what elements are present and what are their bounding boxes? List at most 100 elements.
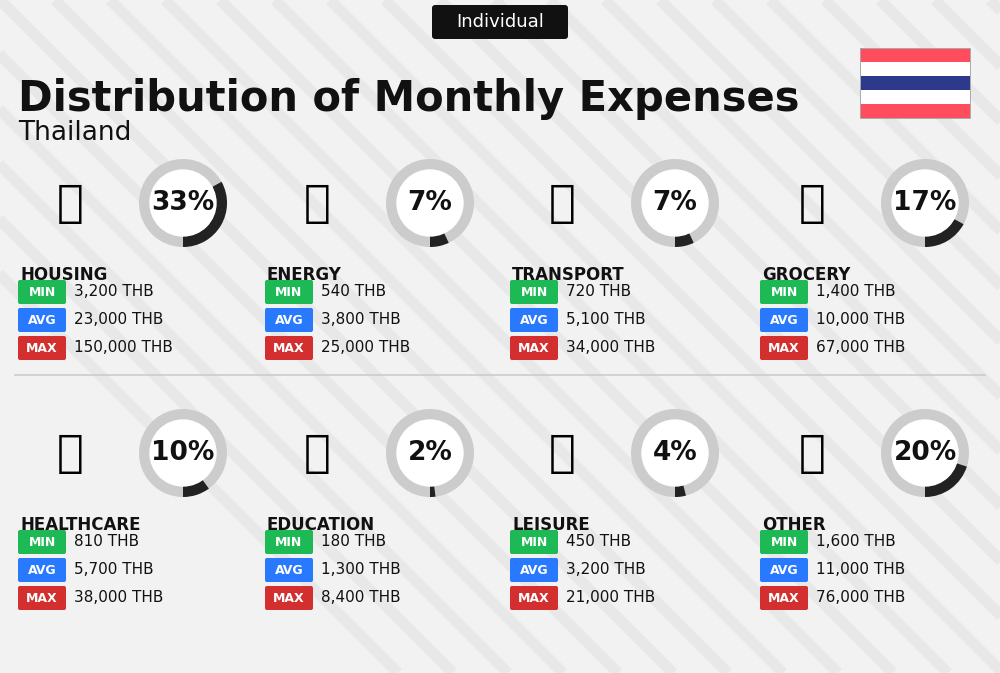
Circle shape xyxy=(150,170,216,236)
Text: 180 THB: 180 THB xyxy=(321,534,386,549)
Wedge shape xyxy=(430,486,436,497)
Text: 810 THB: 810 THB xyxy=(74,534,139,549)
Text: 🎓: 🎓 xyxy=(304,431,330,474)
Text: 💰: 💰 xyxy=(799,431,825,474)
Text: 10%: 10% xyxy=(151,440,215,466)
Text: 8,400 THB: 8,400 THB xyxy=(321,590,401,606)
Text: MAX: MAX xyxy=(26,592,58,604)
Text: MIN: MIN xyxy=(28,285,56,299)
Wedge shape xyxy=(183,182,227,247)
Text: OTHER: OTHER xyxy=(762,516,826,534)
Text: 11,000 THB: 11,000 THB xyxy=(816,563,905,577)
Text: 450 THB: 450 THB xyxy=(566,534,631,549)
Text: Thailand: Thailand xyxy=(18,120,131,146)
FancyBboxPatch shape xyxy=(510,530,558,554)
FancyBboxPatch shape xyxy=(265,336,313,360)
FancyBboxPatch shape xyxy=(760,530,808,554)
Text: 10,000 THB: 10,000 THB xyxy=(816,312,905,328)
Text: 540 THB: 540 THB xyxy=(321,285,386,299)
Circle shape xyxy=(397,420,463,486)
Text: 17%: 17% xyxy=(893,190,957,216)
FancyBboxPatch shape xyxy=(510,586,558,610)
Text: 34,000 THB: 34,000 THB xyxy=(566,341,655,355)
Wedge shape xyxy=(386,409,474,497)
Bar xyxy=(860,62,970,76)
Text: 23,000 THB: 23,000 THB xyxy=(74,312,163,328)
Text: 🚌: 🚌 xyxy=(549,182,575,225)
Text: MIN: MIN xyxy=(520,536,548,548)
Text: MAX: MAX xyxy=(768,341,800,355)
Wedge shape xyxy=(675,233,694,247)
Bar xyxy=(860,104,970,118)
FancyBboxPatch shape xyxy=(265,530,313,554)
Text: AVG: AVG xyxy=(275,563,303,577)
Text: 21,000 THB: 21,000 THB xyxy=(566,590,655,606)
Text: MIN: MIN xyxy=(770,536,798,548)
Wedge shape xyxy=(386,159,474,247)
Text: MIN: MIN xyxy=(520,285,548,299)
Text: MAX: MAX xyxy=(768,592,800,604)
FancyBboxPatch shape xyxy=(760,336,808,360)
Text: HOUSING: HOUSING xyxy=(20,266,107,284)
FancyBboxPatch shape xyxy=(510,558,558,582)
FancyBboxPatch shape xyxy=(18,336,66,360)
Text: MAX: MAX xyxy=(273,592,305,604)
Circle shape xyxy=(642,170,708,236)
FancyBboxPatch shape xyxy=(18,530,66,554)
Circle shape xyxy=(892,420,958,486)
Text: ENERGY: ENERGY xyxy=(267,266,342,284)
FancyBboxPatch shape xyxy=(265,308,313,332)
Text: 🏢: 🏢 xyxy=(57,182,83,225)
FancyBboxPatch shape xyxy=(265,280,313,304)
Text: AVG: AVG xyxy=(28,314,56,326)
FancyBboxPatch shape xyxy=(18,308,66,332)
Circle shape xyxy=(892,170,958,236)
Text: AVG: AVG xyxy=(770,314,798,326)
FancyBboxPatch shape xyxy=(18,280,66,304)
Text: LEISURE: LEISURE xyxy=(512,516,590,534)
Text: Distribution of Monthly Expenses: Distribution of Monthly Expenses xyxy=(18,78,800,120)
Wedge shape xyxy=(631,409,719,497)
Text: GROCERY: GROCERY xyxy=(762,266,850,284)
Text: 3,200 THB: 3,200 THB xyxy=(566,563,646,577)
Text: MIN: MIN xyxy=(275,536,303,548)
FancyBboxPatch shape xyxy=(432,5,568,39)
Text: MAX: MAX xyxy=(273,341,305,355)
Wedge shape xyxy=(631,159,719,247)
Circle shape xyxy=(642,420,708,486)
Text: 3,200 THB: 3,200 THB xyxy=(74,285,154,299)
Text: 1,400 THB: 1,400 THB xyxy=(816,285,896,299)
FancyBboxPatch shape xyxy=(760,308,808,332)
Text: 1,600 THB: 1,600 THB xyxy=(816,534,896,549)
Wedge shape xyxy=(925,219,964,247)
FancyBboxPatch shape xyxy=(510,280,558,304)
FancyBboxPatch shape xyxy=(18,558,66,582)
Text: Individual: Individual xyxy=(456,13,544,31)
Text: MAX: MAX xyxy=(518,592,550,604)
Wedge shape xyxy=(139,159,227,247)
Text: 5,100 THB: 5,100 THB xyxy=(566,312,646,328)
Text: TRANSPORT: TRANSPORT xyxy=(512,266,625,284)
Text: 20%: 20% xyxy=(893,440,957,466)
Text: MIN: MIN xyxy=(275,285,303,299)
Text: 3,800 THB: 3,800 THB xyxy=(321,312,401,328)
Text: 76,000 THB: 76,000 THB xyxy=(816,590,905,606)
FancyBboxPatch shape xyxy=(510,308,558,332)
Text: AVG: AVG xyxy=(520,314,548,326)
Text: 5,700 THB: 5,700 THB xyxy=(74,563,154,577)
Wedge shape xyxy=(881,159,969,247)
Text: HEALTHCARE: HEALTHCARE xyxy=(20,516,140,534)
Text: 7%: 7% xyxy=(408,190,452,216)
FancyBboxPatch shape xyxy=(510,336,558,360)
Text: 33%: 33% xyxy=(151,190,215,216)
Text: 25,000 THB: 25,000 THB xyxy=(321,341,410,355)
Text: 150,000 THB: 150,000 THB xyxy=(74,341,173,355)
Circle shape xyxy=(150,420,216,486)
Bar xyxy=(860,90,970,104)
FancyBboxPatch shape xyxy=(760,586,808,610)
Wedge shape xyxy=(675,485,686,497)
Bar xyxy=(860,48,970,62)
Wedge shape xyxy=(881,409,969,497)
Text: 🔌: 🔌 xyxy=(304,182,330,225)
Text: 2%: 2% xyxy=(408,440,452,466)
